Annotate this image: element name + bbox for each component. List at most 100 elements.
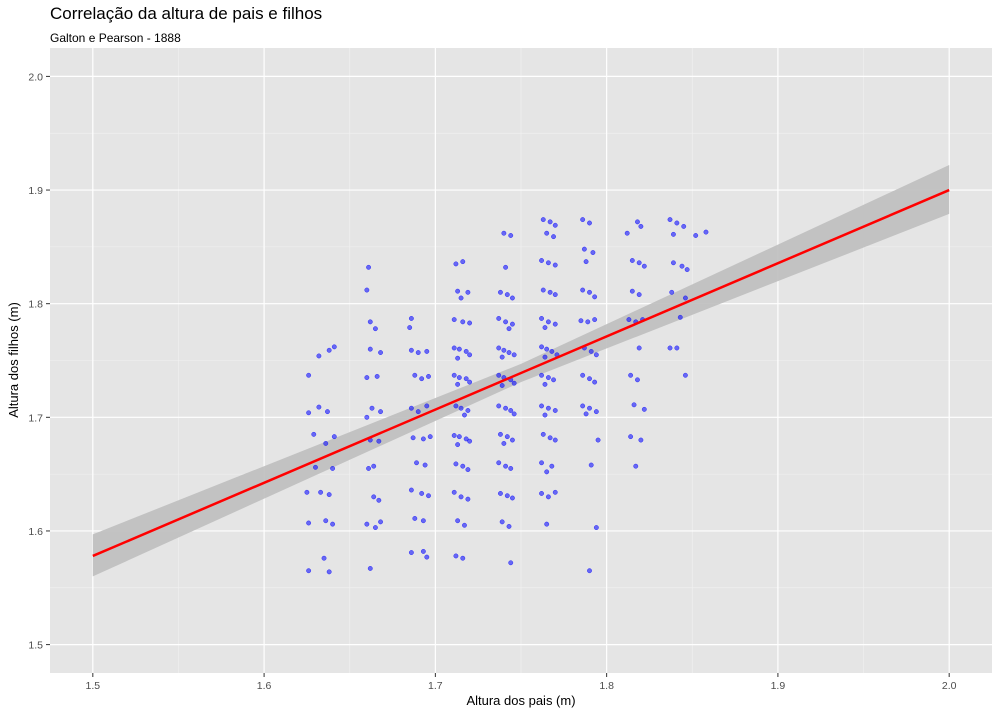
data-point — [539, 372, 545, 378]
data-point — [641, 406, 647, 412]
data-point — [549, 348, 555, 354]
data-point — [465, 408, 471, 413]
data-point — [545, 494, 551, 500]
data-point — [580, 372, 586, 378]
data-point — [451, 317, 457, 323]
data-point — [551, 377, 556, 383]
data-point — [542, 381, 548, 387]
data-point — [509, 295, 515, 301]
data-point — [420, 548, 426, 554]
data-point — [679, 263, 685, 269]
data-point — [325, 409, 330, 415]
data-point — [670, 260, 676, 266]
data-point — [378, 409, 384, 415]
data-point — [674, 220, 680, 226]
data-point — [364, 375, 370, 380]
data-point — [331, 344, 337, 350]
data-point — [587, 220, 592, 226]
data-point — [497, 491, 503, 496]
data-point — [547, 289, 553, 295]
data-point — [590, 250, 596, 255]
confidence-band-layer — [92, 165, 950, 577]
regression-line-layer — [92, 188, 950, 558]
data-point — [592, 294, 598, 300]
data-point — [467, 352, 473, 358]
x-tick-label: 2.0 — [942, 680, 957, 692]
data-point — [583, 411, 589, 417]
x-tick-label: 1.6 — [257, 680, 272, 692]
data-point — [422, 462, 428, 468]
data-point — [703, 229, 709, 235]
y-tick-label: 1.7 — [28, 412, 43, 424]
data-point — [456, 346, 462, 352]
data-point — [539, 258, 545, 263]
data-point — [465, 496, 471, 502]
data-point — [636, 260, 642, 266]
data-point — [503, 264, 509, 270]
data-point — [499, 383, 505, 388]
data-point — [593, 409, 599, 415]
data-point — [321, 555, 327, 561]
data-point — [587, 376, 592, 382]
data-point — [587, 405, 592, 411]
data-point — [467, 438, 473, 444]
data-point — [306, 520, 312, 526]
data-point — [592, 317, 598, 323]
data-point — [503, 463, 509, 469]
data-point — [408, 550, 414, 555]
data-point — [304, 489, 310, 495]
y-tick-label: 1.8 — [28, 299, 43, 311]
data-point — [369, 405, 375, 411]
data-point — [547, 435, 553, 441]
data-point — [366, 466, 372, 471]
data-point — [460, 555, 466, 561]
data-point — [581, 246, 587, 252]
data-point — [539, 344, 545, 350]
data-point — [539, 316, 545, 321]
data-point — [424, 348, 430, 354]
data-point — [455, 288, 461, 294]
data-point — [544, 521, 550, 527]
data-point — [578, 318, 584, 324]
data-point — [509, 321, 515, 327]
data-point — [460, 259, 466, 265]
data-point — [667, 345, 673, 351]
data-point — [681, 223, 687, 229]
y-axis-ticks: 1.5 1.6 1.7 1.8 1.9 2.0 — [28, 71, 50, 652]
y-tick-label: 2.0 — [28, 71, 43, 83]
data-point — [318, 489, 324, 495]
data-point — [641, 263, 647, 269]
data-point — [628, 372, 634, 378]
data-point — [552, 321, 558, 327]
data-point — [684, 267, 690, 273]
data-point — [451, 372, 457, 378]
data-point — [624, 230, 630, 236]
data-point — [451, 489, 457, 495]
data-point — [410, 435, 416, 441]
data-point — [420, 436, 426, 442]
data-point — [511, 380, 517, 386]
data-point — [506, 350, 512, 355]
data-point — [408, 405, 414, 411]
data-point — [506, 326, 512, 332]
data-point — [330, 521, 336, 527]
data-point — [426, 373, 431, 379]
y-axis-title: Altura dos filhos (m) — [6, 302, 21, 418]
data-point — [552, 437, 558, 443]
data-point — [465, 467, 471, 473]
data-point — [455, 442, 461, 448]
data-point — [378, 350, 384, 355]
data-point — [544, 346, 550, 352]
data-point — [508, 233, 514, 238]
data-point — [544, 469, 550, 475]
data-point — [583, 259, 589, 265]
data-point — [311, 431, 317, 437]
data-point — [667, 217, 673, 223]
data-point — [460, 319, 466, 325]
data-point — [453, 261, 459, 267]
x-axis-ticks: 1.5 1.6 1.7 1.8 1.9 2.0 — [86, 673, 957, 692]
data-point — [455, 518, 461, 524]
data-point — [580, 287, 586, 293]
data-point — [635, 377, 640, 383]
